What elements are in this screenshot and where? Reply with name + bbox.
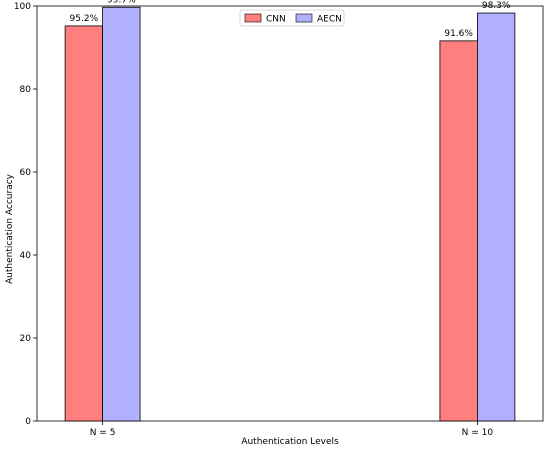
- legend-swatch: [295, 13, 313, 23]
- y-axis-label: Authentication Accuracy: [5, 173, 15, 284]
- y-tick-label: 20: [20, 334, 32, 344]
- y-tick-label: 100: [14, 2, 31, 12]
- bar-cnn-1: [64, 25, 103, 422]
- legend: CNN AECN: [239, 9, 345, 27]
- x-tick-label: N = 5: [90, 428, 116, 438]
- data-label: 91.6%: [444, 29, 473, 39]
- legend-swatch: [244, 13, 262, 23]
- plot-frame: [36, 5, 544, 422]
- bar-aecn-1: [102, 6, 141, 422]
- legend-label: AECN: [317, 15, 342, 25]
- legend-box: [239, 9, 345, 27]
- data-label: 95.2%: [70, 14, 99, 24]
- data-label: 99.7%: [107, 0, 136, 5]
- bar-cnn-2: [439, 40, 478, 422]
- y-tick-label: 80: [20, 85, 32, 95]
- bar-aecn-2: [477, 12, 516, 422]
- x-tick-label: N = 10: [462, 428, 494, 438]
- y-axis: 0 20 40 60 80 100: [14, 2, 37, 427]
- y-tick-label: 40: [20, 251, 32, 261]
- plot-area: 95.2% 99.7% 91.6% 98.3%: [36, 0, 544, 422]
- y-tick-label: 60: [20, 168, 32, 178]
- x-axis-label: Authentication Levels: [241, 437, 339, 447]
- data-label: 98.3%: [482, 1, 511, 11]
- y-tick-label: 0: [25, 417, 31, 427]
- legend-label: CNN: [266, 15, 286, 25]
- x-axis: N = 5 N = 10: [90, 421, 494, 438]
